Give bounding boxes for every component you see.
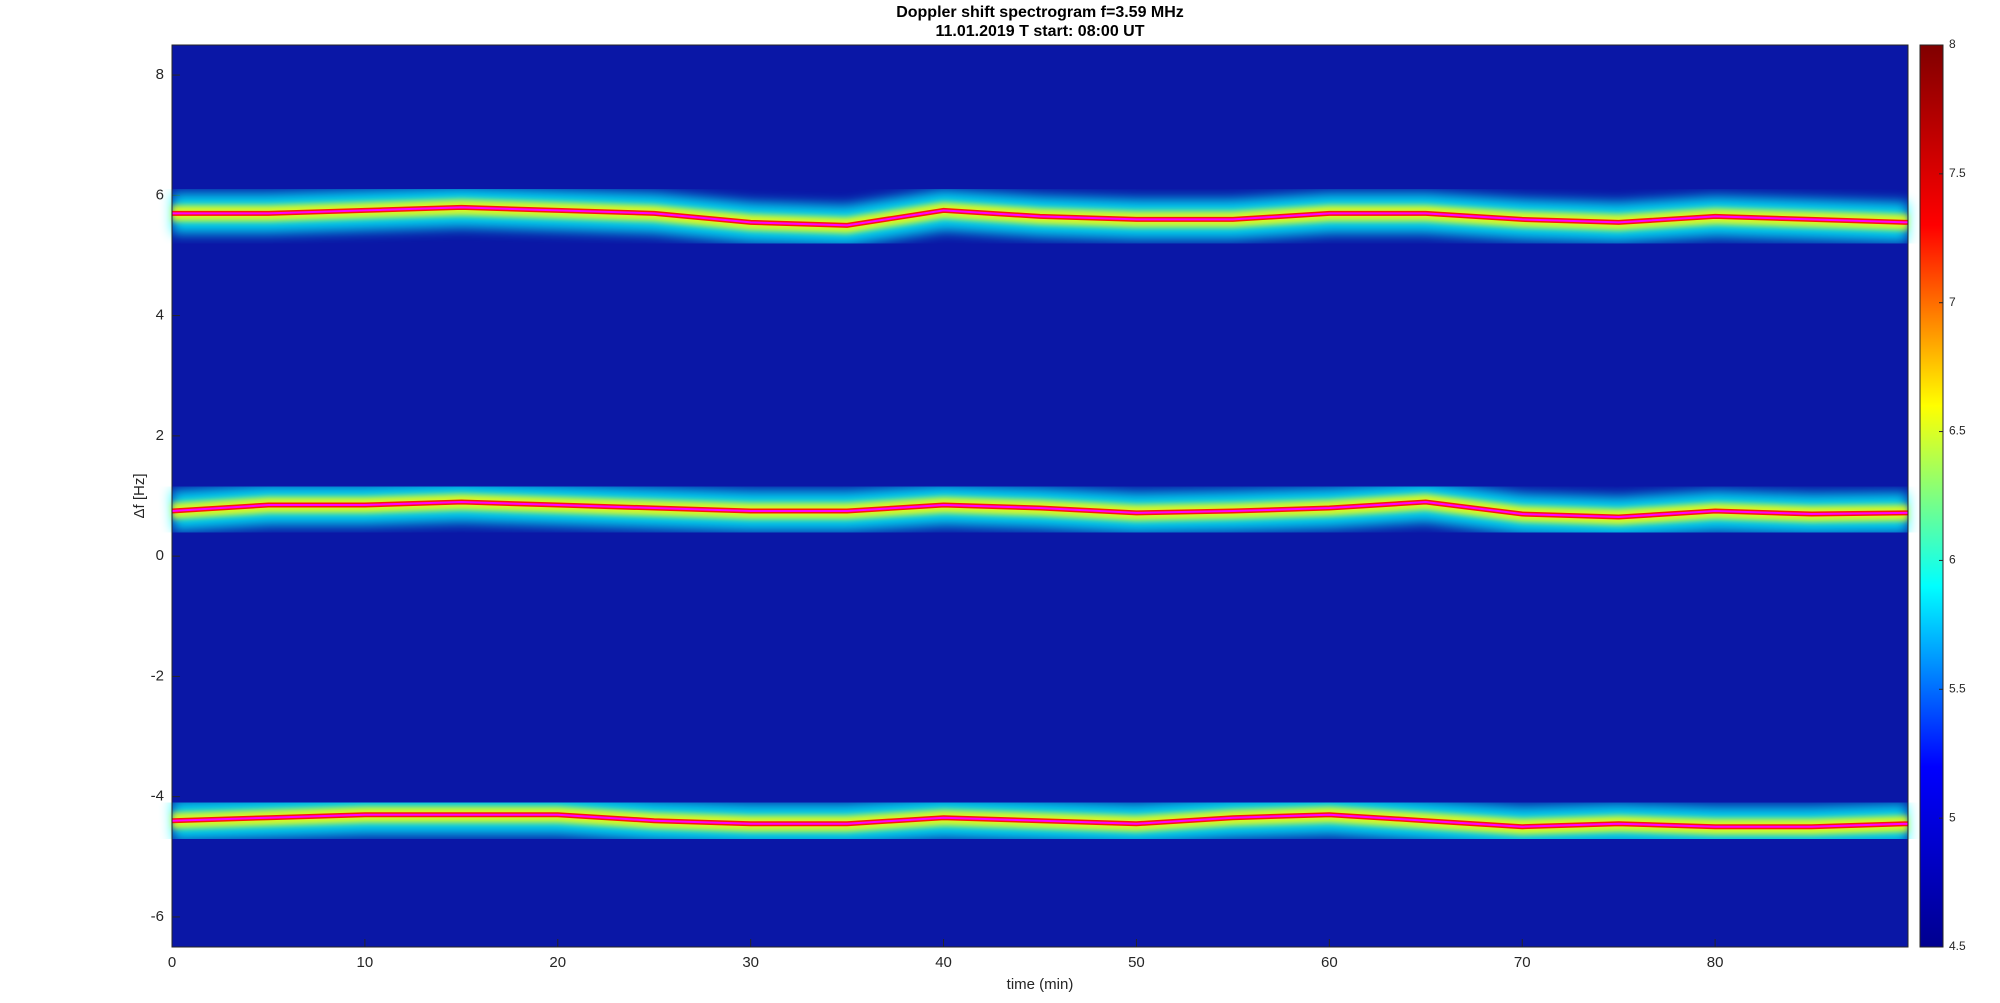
trace-line xyxy=(171,813,1909,828)
x-tick-label: 70 xyxy=(1514,954,1531,971)
y-tick-label: 6 xyxy=(156,186,164,203)
x-tick-label: 60 xyxy=(1321,954,1338,971)
y-tick-label: 8 xyxy=(156,66,164,83)
colorbar-tick-label: 8 xyxy=(1949,37,1956,51)
colorbar-tick-label: 5 xyxy=(1949,810,1956,824)
chart-subtitle: 11.01.2019 T start: 08:00 UT xyxy=(935,23,1144,40)
colorbar-tick-label: 6 xyxy=(1949,553,1956,567)
x-axis-label: time (min) xyxy=(1007,976,1074,993)
plot-frame xyxy=(171,44,1909,948)
x-tick-label: 0 xyxy=(168,954,176,971)
y-tick-label: 2 xyxy=(156,427,164,444)
trace-line xyxy=(172,206,1909,227)
y-tick-label: 4 xyxy=(156,307,164,324)
chart-title: Doppler shift spectrogram f=3.59 MHz xyxy=(896,4,1184,21)
y-tick-label: -6 xyxy=(151,908,164,925)
colorbar-tick-label: 7.5 xyxy=(1949,166,1966,180)
x-tick-label: 80 xyxy=(1707,954,1724,971)
x-tick-label: 20 xyxy=(549,954,566,971)
colorbar-tick-label: 6.5 xyxy=(1949,424,1966,438)
y-tick-label: 0 xyxy=(156,547,164,564)
y-tick-label: -2 xyxy=(151,667,164,684)
colorbar-tick-label: 5.5 xyxy=(1949,681,1966,695)
x-tick-label: 30 xyxy=(742,954,759,971)
colorbar xyxy=(1919,44,1944,948)
x-tick-label: 10 xyxy=(357,954,374,971)
colorbar-tick-label: 4.5 xyxy=(1949,939,1966,953)
y-tick-label: -4 xyxy=(151,788,164,805)
x-tick-label: 50 xyxy=(1128,954,1145,971)
colorbar-tick-label: 7 xyxy=(1949,295,1956,309)
x-tick-label: 40 xyxy=(935,954,952,971)
y-axis-label: Δf [Hz] xyxy=(131,473,148,518)
trace-line xyxy=(171,501,1909,519)
